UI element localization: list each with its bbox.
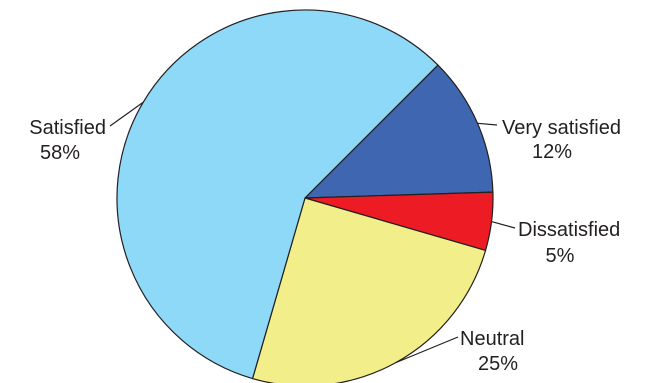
slice-label-dissatisfied: Dissatisfied <box>518 219 620 241</box>
slice-value-dissatisfied: 5% <box>546 245 575 267</box>
slice-value-very-satisfied: 12% <box>532 141 572 163</box>
leader-line-dissatisfied <box>491 220 516 229</box>
leader-line-satisfied <box>109 101 144 127</box>
leader-line-very-satisfied <box>477 122 498 126</box>
slice-label-neutral: Neutral <box>460 328 524 350</box>
leader-line-neutral <box>395 336 459 364</box>
slice-label-very-satisfied: Very satisfied <box>502 117 621 139</box>
pie-slice-very-satisfied <box>303 64 494 199</box>
slice-label-satisfied: Satisfied <box>29 117 106 139</box>
slice-value-satisfied: 58% <box>40 142 80 164</box>
slice-value-neutral: 25% <box>478 353 518 375</box>
